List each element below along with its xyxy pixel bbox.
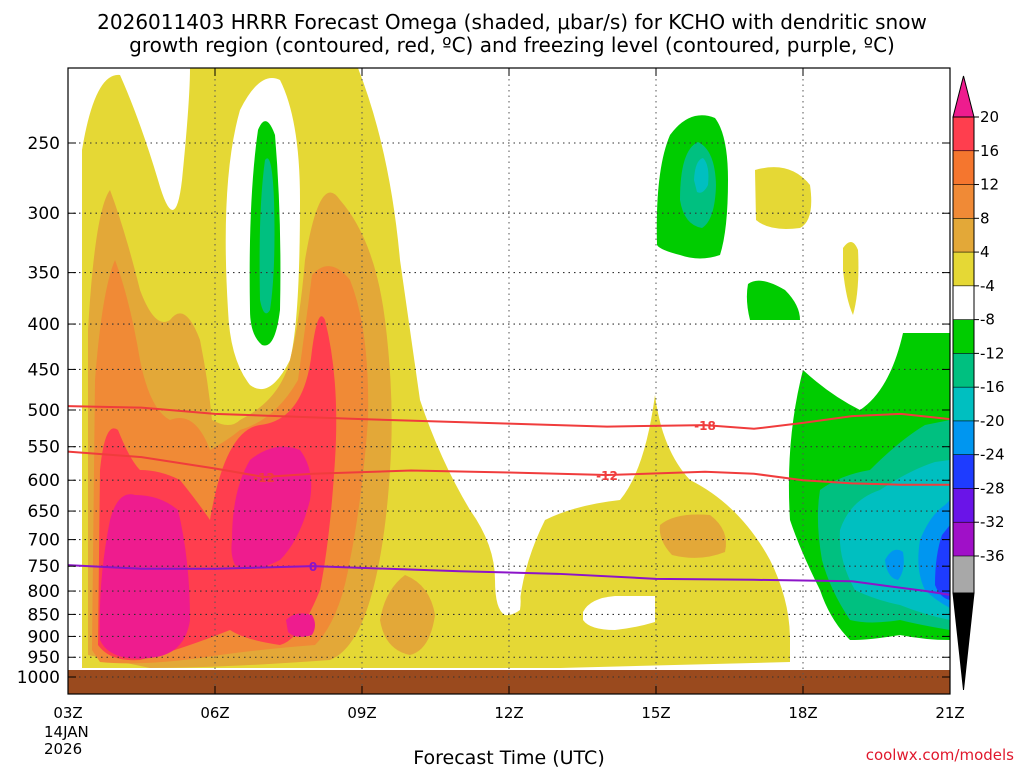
omega-region-yellow-upper-right-1	[755, 167, 812, 229]
omega-region-magenta-left	[99, 494, 190, 659]
x-tick-label: 21Z	[935, 704, 964, 722]
colorbar-bin	[952, 555, 975, 594]
omega-region-white-gap	[505, 590, 521, 616]
colorbar-bin	[952, 184, 975, 220]
colorbar-tick-label: -12	[980, 344, 1005, 362]
colorbar: 20 16 12 8 4 -4 -8 -12 -16 -20 -24 -28 -32 -36	[952, 75, 1005, 691]
colorbar-tick-label: 20	[980, 108, 999, 126]
omega-region-blue-right	[935, 525, 950, 600]
colorbar-bin	[952, 150, 975, 186]
contours: -18 -12 -12 0	[67, 405, 951, 596]
omega-region-magenta-small	[286, 613, 315, 637]
colorbar-overflow-high	[952, 75, 975, 118]
colorbar-bin	[952, 353, 975, 388]
colorbar-tick-label: -16	[980, 378, 1005, 396]
y-tick-label: 900	[28, 627, 60, 647]
y-tick-label: 300	[28, 204, 60, 224]
x-tick-label: 03Z	[53, 704, 82, 722]
y-tick-label: 750	[28, 557, 60, 577]
colorbar-tick-label: -8	[980, 311, 995, 329]
omega-region-white-hole-lower	[583, 596, 655, 630]
y-tick-label: 700	[28, 531, 60, 551]
credit-text: coolwx.com/models	[866, 746, 1014, 764]
contour-label--12: -12	[253, 471, 275, 485]
chart-grid	[68, 68, 950, 694]
chart-title-line-2: growth region (contoured, red, ºC) and f…	[129, 33, 895, 57]
colorbar-bin	[952, 251, 975, 287]
x-tick-label: 18Z	[788, 704, 817, 722]
colorbar-bin	[952, 319, 975, 355]
colorbar-bin	[952, 521, 975, 557]
omega-region-orange-light-2	[380, 575, 435, 655]
y-tick-label: 1000	[17, 668, 60, 688]
contour-label--18: -18	[694, 419, 716, 433]
y-tick-label: 450	[28, 360, 60, 380]
y-tick-label: 500	[28, 401, 60, 421]
colorbar-bin	[952, 285, 975, 321]
omega-shaded-field	[82, 68, 950, 668]
y-tick-label: 650	[28, 502, 60, 522]
contour-line--12	[67, 450, 950, 486]
omega-region-green-right-small	[746, 280, 800, 320]
omega-region-lightblue-small	[885, 549, 904, 580]
date-label-year: 2026	[44, 740, 82, 758]
omega-region-yellow-upper-right-2	[843, 241, 859, 315]
colorbar-frame	[952, 116, 975, 594]
y-tick-label: 800	[28, 582, 60, 602]
y-tick-label: 550	[28, 438, 60, 458]
x-axis: 03Z 06Z 09Z 12Z 15Z 18Z 21Z	[53, 68, 965, 722]
colorbar-bin	[952, 420, 975, 456]
x-axis-label: Forecast Time (UTC)	[413, 747, 604, 768]
contour-label--12: -12	[596, 469, 618, 483]
omega-region-magenta-mid	[231, 446, 312, 569]
colorbar-bin	[952, 218, 975, 253]
omega-region-cyan-right-upper	[694, 158, 709, 193]
chart-title-line-1: 2026011403 HRRR Forecast Omega (shaded, …	[97, 10, 927, 34]
colorbar-tick-label: -32	[980, 513, 1005, 531]
x-tick-label: 09Z	[347, 704, 376, 722]
omega-region-orange-light-3	[659, 514, 726, 558]
y-tick-label: 850	[28, 605, 60, 625]
contour-line-0	[67, 564, 951, 596]
x-tick-label: 12Z	[494, 704, 523, 722]
date-label-day: 14JAN	[44, 723, 89, 741]
x-tick-label: 06Z	[200, 704, 229, 722]
contour-line--18	[67, 405, 951, 430]
colorbar-tick-label: 16	[980, 142, 999, 160]
colorbar-tick-label: -36	[980, 547, 1005, 565]
colorbar-tick-label: 8	[980, 209, 990, 227]
colorbar-bin	[952, 386, 975, 422]
colorbar-tick-label: -20	[980, 412, 1005, 430]
contour-label-0: 0	[309, 560, 317, 574]
colorbar-bin	[952, 488, 975, 524]
colorbar-tick-label: -28	[980, 479, 1005, 497]
omega-region-teal-upper	[259, 158, 275, 314]
y-tick-label: 400	[28, 315, 60, 335]
y-axis: 2503003504004505005506006507007508008509…	[17, 134, 950, 688]
colorbar-bin	[952, 454, 975, 490]
colorbar-bin	[952, 116, 975, 152]
colorbar-tick-label: -4	[980, 277, 995, 295]
colorbar-tick-label: -24	[980, 446, 1005, 464]
colorbar-tick-label: 12	[980, 176, 999, 194]
y-tick-label: 250	[28, 134, 60, 154]
y-tick-label: 350	[28, 264, 60, 284]
y-tick-label: 600	[28, 471, 60, 491]
colorbar-overflow-low	[952, 592, 975, 691]
x-tick-label: 15Z	[641, 704, 670, 722]
colorbar-tick-label: 4	[980, 243, 990, 261]
y-tick-label: 950	[28, 648, 60, 668]
